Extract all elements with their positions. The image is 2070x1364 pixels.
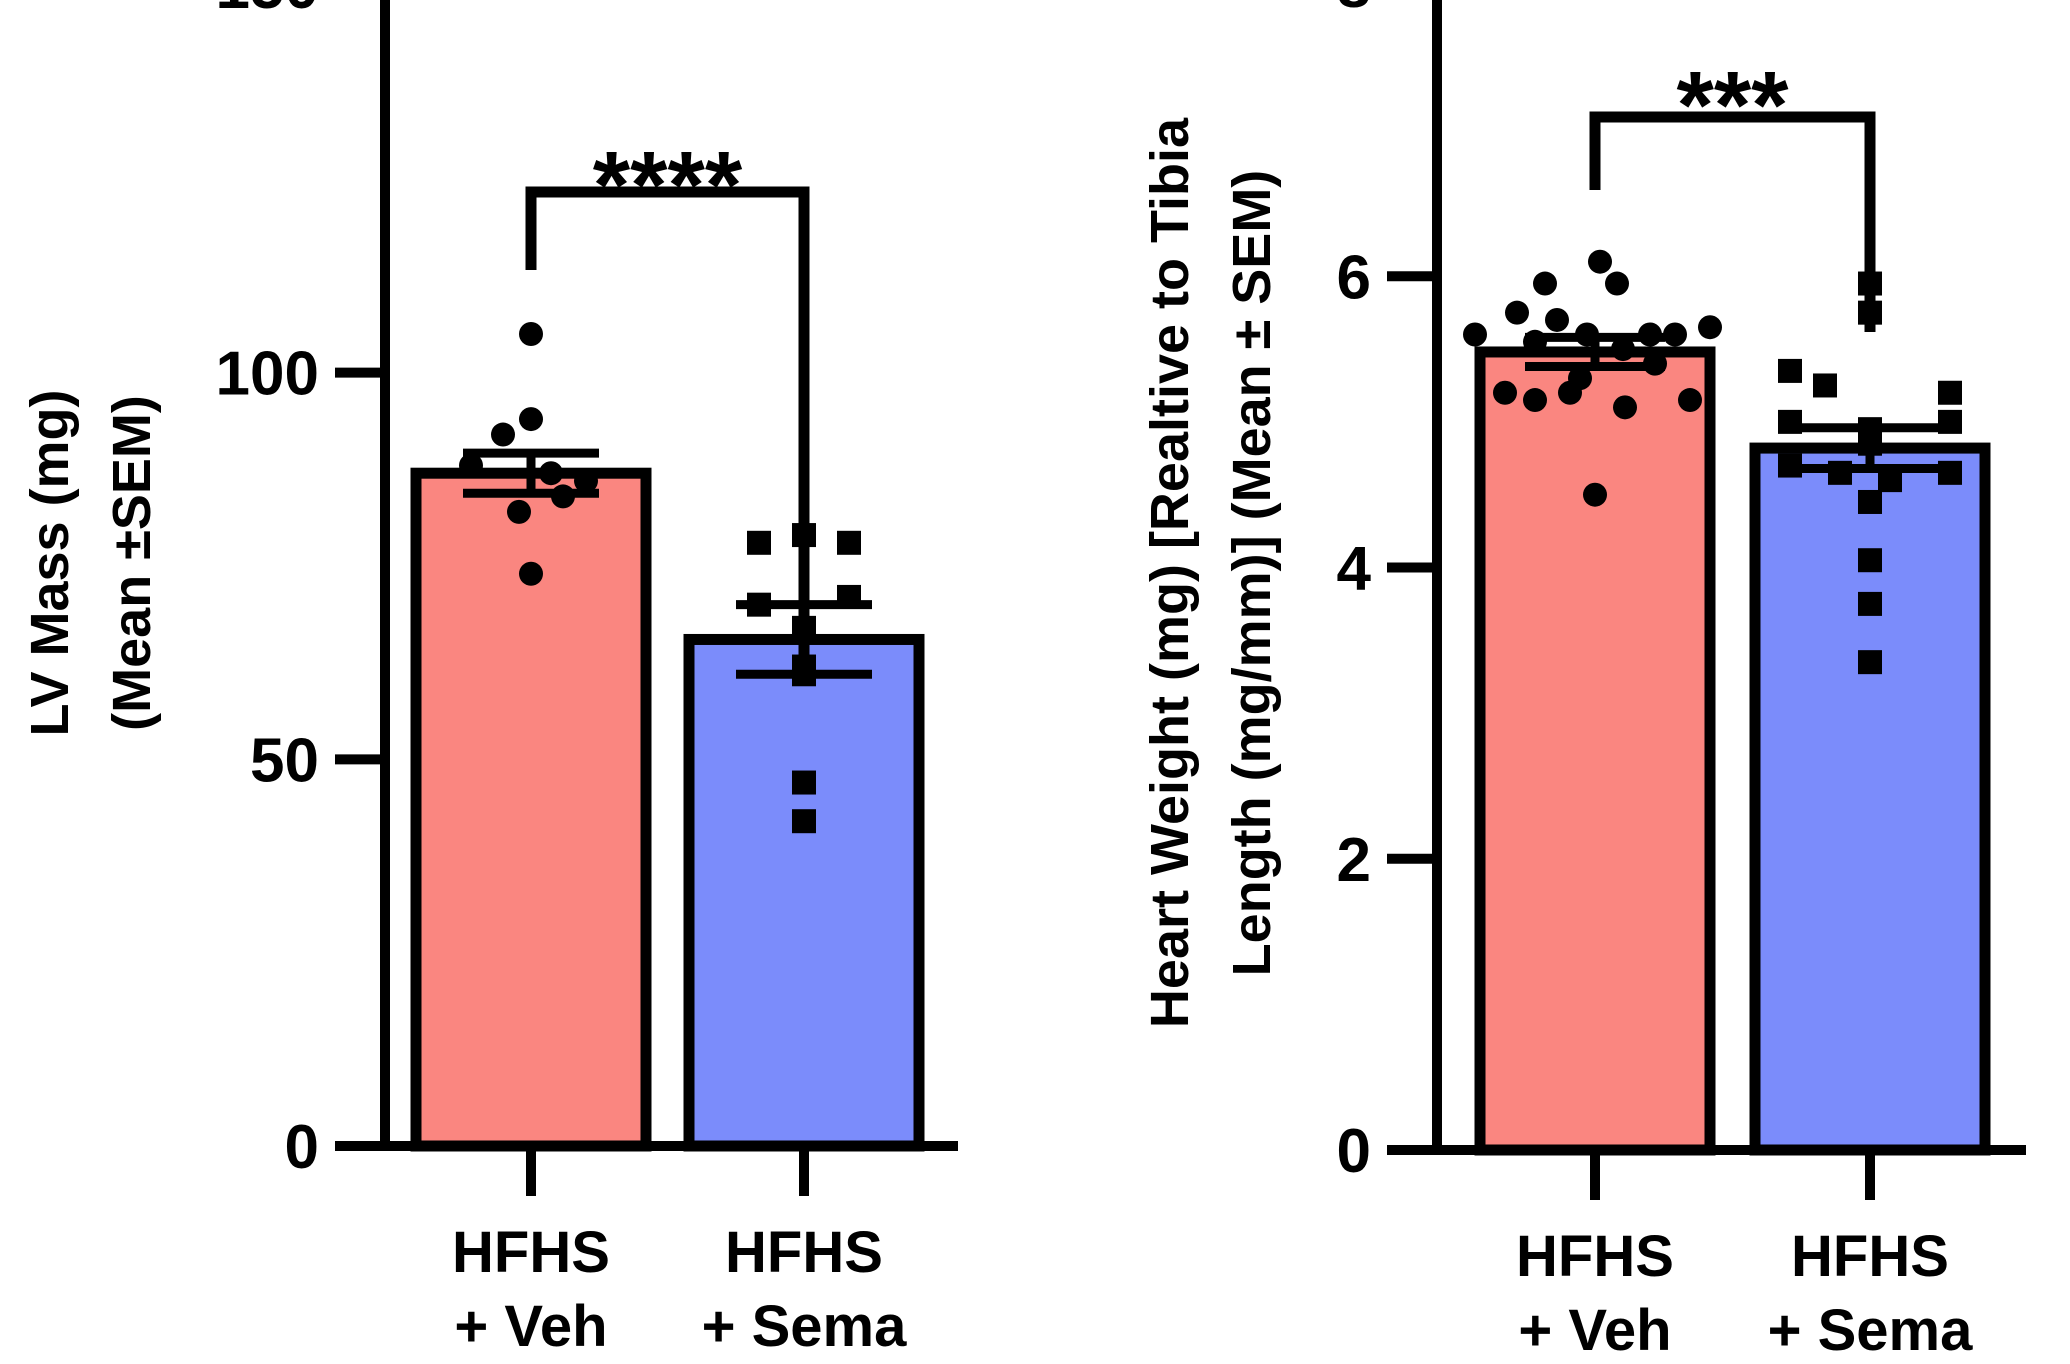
data-point (519, 322, 543, 346)
data-point (747, 592, 771, 617)
data-point (1813, 373, 1837, 398)
category-label: + Sema (1768, 1298, 1973, 1363)
data-point (507, 499, 531, 524)
data-point (1858, 548, 1882, 573)
data-point (1778, 409, 1802, 434)
significance-bracket (1589, 111, 1876, 332)
data-point (1938, 380, 1962, 405)
significance-label: **** (593, 132, 743, 239)
heart-weight-chart: HFHS + Veh HFHS + Sema 0 2 4 6 8 Heart Weight (mg… (1140, 0, 2026, 1363)
data-point (1778, 453, 1802, 478)
y-axis-title: Length (mg/mm)] (Mean ± SEM) (1222, 170, 1282, 977)
data-point (539, 461, 563, 486)
data-point (1523, 329, 1547, 354)
y-axis-title: Heart Weight (mg) [Realtive to Tibia (1140, 117, 1200, 1028)
data-point (1938, 409, 1962, 434)
category-label: HFHS (1791, 1224, 1949, 1289)
data-point (459, 453, 483, 478)
significance-label: *** (1676, 52, 1789, 159)
data-point (1698, 315, 1722, 340)
y-tick-label: 6 (1337, 243, 1371, 312)
data-point (1858, 591, 1882, 616)
data-point (747, 530, 771, 555)
data-point (1858, 431, 1882, 456)
data-point (792, 770, 816, 795)
data-point (1575, 322, 1599, 347)
data-point (491, 422, 515, 447)
data-point (1611, 337, 1635, 362)
data-point (1588, 249, 1612, 274)
category-label: + Veh (1518, 1298, 1671, 1363)
data-point (1533, 271, 1557, 296)
data-point (1828, 460, 1852, 485)
category-label: + Veh (454, 1294, 607, 1359)
data-point (837, 530, 861, 555)
category-label: + Sema (702, 1294, 907, 1359)
data-point (1523, 388, 1547, 413)
y-tick-label: 50 (250, 726, 319, 795)
bar-0 (1474, 346, 1716, 1156)
data-point (1778, 358, 1802, 383)
y-tick-label: 2 (1337, 826, 1371, 895)
data-point (1545, 307, 1569, 332)
y-tick-label: 150 (216, 0, 319, 22)
bar-1 (1749, 442, 1991, 1156)
category-label: HFHS (452, 1220, 610, 1285)
y-tick-label: 0 (1337, 1117, 1371, 1186)
data-point (574, 468, 598, 493)
data-point (519, 407, 543, 432)
data-point (1605, 271, 1629, 296)
data-point (1638, 322, 1662, 347)
y-tick-label: 4 (1337, 535, 1372, 604)
y-tick-label: 8 (1337, 0, 1371, 21)
data-point (1583, 482, 1607, 507)
data-point (1878, 468, 1902, 493)
y-axis-title: (Mean ±SEM) (102, 395, 162, 731)
data-point (1558, 380, 1582, 405)
data-point (1938, 460, 1962, 485)
data-point (792, 809, 816, 834)
bar-1 (683, 633, 925, 1152)
y-axis-title: LV Mass (mg) (20, 389, 80, 736)
data-point (1493, 380, 1517, 405)
data-point (837, 584, 861, 609)
significance-bracket (525, 186, 810, 657)
data-point (1858, 489, 1882, 514)
y-tick-label: 0 (285, 1113, 319, 1182)
category-label: HFHS (1516, 1224, 1674, 1289)
data-point (1613, 395, 1637, 420)
lv-mass-chart: HFHS + Veh HFHS + Sema 0 50 100 150 LV Mass (mg)… (20, 0, 958, 1359)
data-point (1858, 650, 1882, 675)
category-label: HFHS (725, 1220, 883, 1285)
data-point (519, 561, 543, 586)
y-tick-label: 100 (216, 340, 319, 409)
data-point (1678, 388, 1702, 413)
data-point (1643, 351, 1667, 376)
data-point (1663, 322, 1687, 347)
data-point (792, 654, 816, 679)
data-point (1463, 322, 1487, 347)
data-point (1505, 300, 1529, 325)
data-point (551, 484, 575, 509)
